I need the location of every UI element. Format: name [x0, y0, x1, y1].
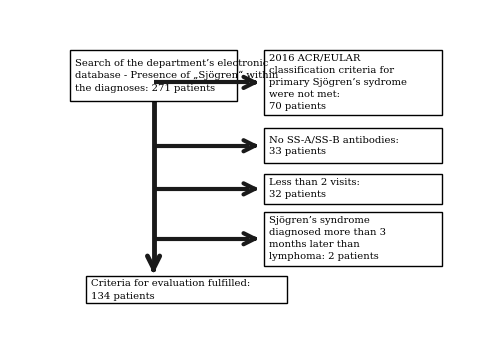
FancyBboxPatch shape	[264, 128, 442, 163]
FancyBboxPatch shape	[264, 212, 442, 266]
Text: Search of the department’s electronic
database - Presence of „Sjögren“ within
th: Search of the department’s electronic da…	[76, 59, 278, 93]
FancyBboxPatch shape	[264, 174, 442, 204]
Text: No SS-A/SS-B antibodies:
33 patients: No SS-A/SS-B antibodies: 33 patients	[269, 135, 399, 156]
Text: Sjögren’s syndrome
diagnosed more than 3
months later than
lymphoma: 2 patients: Sjögren’s syndrome diagnosed more than 3…	[269, 216, 386, 261]
Text: Criteria for evaluation fulfilled:
134 patients: Criteria for evaluation fulfilled: 134 p…	[91, 279, 250, 301]
Text: 2016 ACR/EULAR
classification criteria for
primary Sjögren’s sydrome
were not me: 2016 ACR/EULAR classification criteria f…	[269, 54, 407, 111]
FancyBboxPatch shape	[264, 50, 442, 115]
FancyBboxPatch shape	[70, 50, 237, 101]
Text: Less than 2 visits:
32 patients: Less than 2 visits: 32 patients	[269, 178, 360, 200]
FancyBboxPatch shape	[86, 276, 287, 303]
